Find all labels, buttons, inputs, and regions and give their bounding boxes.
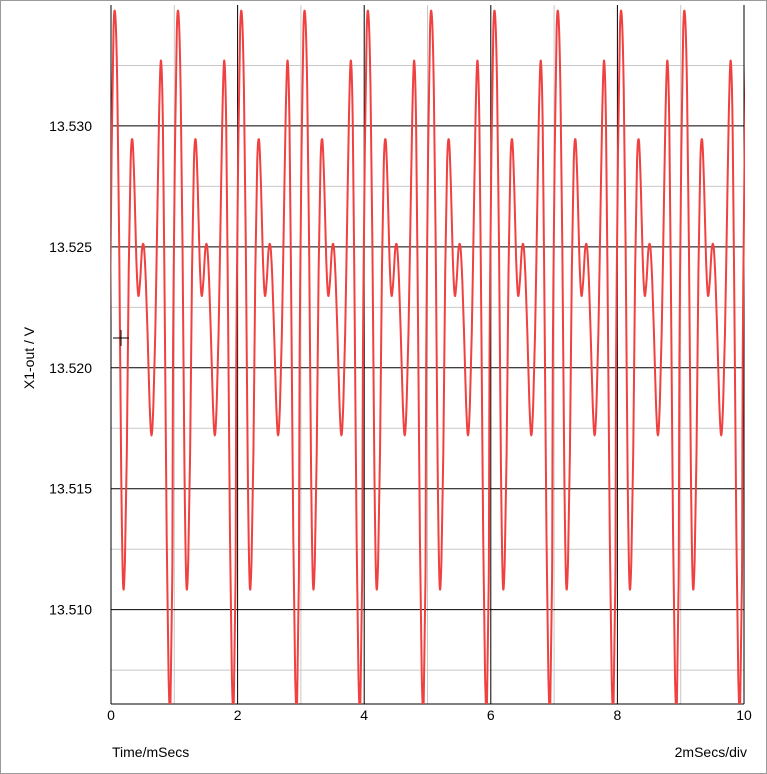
x-tick-label: 0 — [107, 707, 115, 723]
y-tick-label: 13.530 — [49, 118, 92, 134]
x-tick-label: 8 — [614, 707, 622, 723]
y-axis-label: X1-out / V — [21, 326, 37, 389]
x-tick-label: 6 — [487, 707, 495, 723]
y-tick-label: 13.515 — [49, 481, 92, 497]
x-axis-label: Time/mSecs — [112, 744, 190, 760]
major-gridlines — [110, 5, 745, 704]
x-tick-labels: 0 2 4 6 8 10 — [107, 707, 752, 723]
minor-gridlines — [111, 5, 744, 704]
series-line-x1-out — [111, 9, 745, 704]
crosshair-cursor[interactable] — [113, 330, 129, 346]
series-layer — [111, 9, 745, 704]
scale-label: 2mSecs/div — [674, 744, 747, 760]
y-tick-labels: 13.510 13.515 13.520 13.525 13.530 — [49, 118, 92, 618]
plot-axes — [110, 5, 744, 705]
x-tick-label: 2 — [234, 707, 242, 723]
y-tick-label: 13.525 — [49, 239, 92, 255]
y-tick-label: 13.510 — [49, 602, 92, 618]
y-tick-label: 13.520 — [49, 360, 92, 376]
x-tick-label: 10 — [736, 707, 752, 723]
x-tick-label: 4 — [360, 707, 368, 723]
